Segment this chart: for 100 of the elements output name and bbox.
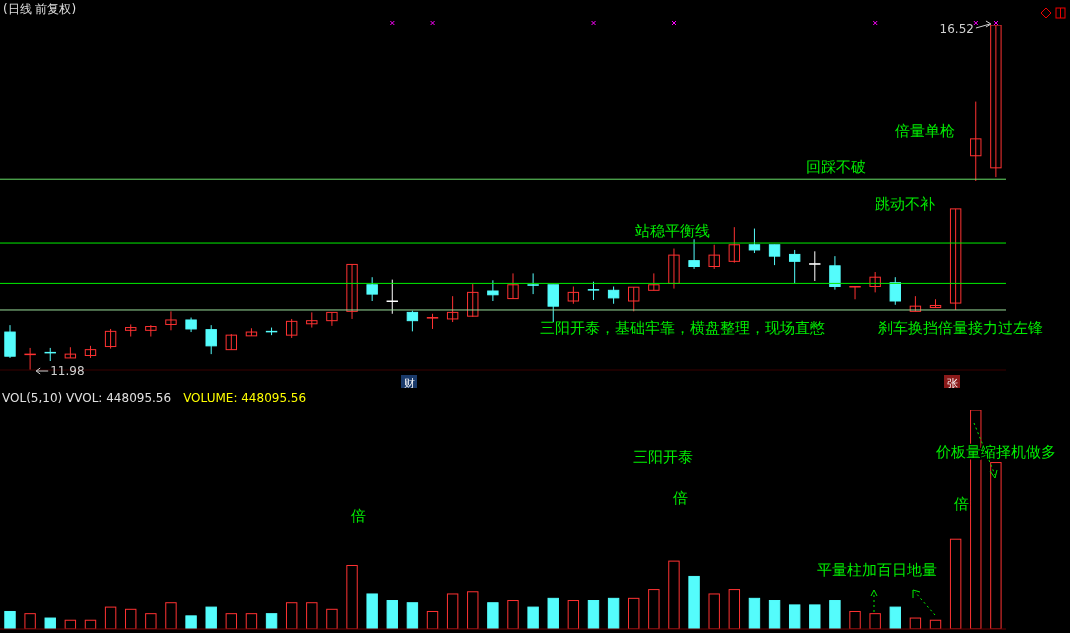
bar (225, 613, 238, 629)
bar (185, 615, 197, 629)
annotation: 16.52 (939, 22, 974, 36)
candlestick (668, 248, 680, 290)
bar (768, 600, 781, 629)
bar (165, 602, 177, 629)
candlestick (748, 228, 761, 254)
bar (829, 600, 841, 629)
text: 财 (403, 377, 415, 390)
bar (346, 564, 358, 629)
annotation: 倍 (350, 507, 366, 525)
candlestick (587, 281, 600, 301)
bar (426, 610, 439, 629)
candlestick (366, 276, 378, 302)
bar (648, 589, 660, 629)
bar (748, 597, 761, 629)
candlestick (527, 272, 539, 295)
candlestick (145, 324, 157, 338)
candlestick (547, 284, 559, 323)
annotation: 跳动不补 (875, 195, 935, 213)
candlestick (889, 276, 901, 306)
text: 张 (946, 377, 958, 390)
annotation: 倍 (672, 489, 688, 507)
candlestick (306, 311, 318, 329)
chart-title: (日线 前复权) (3, 1, 77, 18)
bar (507, 600, 519, 629)
bar (145, 613, 157, 629)
bar (446, 593, 459, 629)
candlestick (165, 310, 177, 331)
bar (406, 602, 419, 629)
candlestick (990, 25, 1002, 178)
bar (607, 597, 620, 629)
candlestick (849, 286, 861, 300)
ref-line-label: 站稳平衡线 (634, 222, 710, 241)
bar (809, 604, 821, 629)
bar (788, 604, 801, 629)
candlestick (869, 271, 881, 293)
bar (708, 593, 720, 629)
annotation: 11.98 (50, 364, 85, 378)
candlestick (970, 101, 982, 182)
candlestick (487, 279, 499, 302)
candlestick (507, 272, 519, 300)
bar (728, 589, 741, 629)
bar (688, 575, 700, 629)
bar (909, 617, 922, 629)
bar (869, 613, 881, 629)
bar (44, 617, 56, 629)
annotation: 三阳开泰，基础牢靠，横盘整理，现场直憋 (539, 319, 825, 337)
annotation: 刹车换挡倍量接力过左锋 (877, 319, 1043, 337)
bar (949, 538, 962, 629)
bar (849, 610, 861, 629)
bar (24, 613, 36, 629)
annotation: 倍 (953, 495, 969, 513)
bar (125, 608, 137, 629)
bar (547, 597, 559, 629)
bar (487, 602, 499, 629)
candlestick (949, 208, 962, 311)
bar (205, 606, 217, 629)
bar (285, 602, 298, 629)
candlestick (708, 244, 720, 270)
bar (4, 610, 16, 629)
bar (628, 597, 640, 629)
bar (366, 593, 378, 629)
bar (326, 608, 338, 629)
bar (104, 606, 117, 629)
candlestick (768, 244, 781, 266)
bar (567, 600, 580, 629)
candlestick (829, 255, 841, 291)
chart-title: VOL(5,10) VVOL: 448095.56 (2, 391, 172, 405)
candlestick (406, 310, 419, 332)
candlestick (728, 226, 741, 264)
bar (467, 591, 479, 629)
candlestick (326, 311, 338, 327)
candlestick (446, 295, 459, 323)
annotation: 三阳开泰 (633, 448, 693, 466)
ref-line-label: 回踩不破 (806, 158, 866, 177)
bar (265, 613, 278, 629)
bar (245, 613, 258, 629)
chart-subtitle: VOLUME: 448095.56 (183, 391, 307, 405)
candlestick (285, 318, 298, 339)
bar (306, 602, 318, 629)
bar (668, 560, 680, 629)
candlestick (346, 263, 358, 320)
candlestick (104, 328, 117, 350)
annotation: 平量柱加百日地量 (817, 561, 937, 579)
candlestick (628, 286, 640, 312)
bar (889, 606, 901, 629)
bar (386, 600, 398, 629)
bar (527, 606, 539, 629)
candlestick (467, 283, 479, 318)
bar (587, 600, 600, 629)
candlestick (688, 238, 700, 270)
candlestick (386, 279, 398, 315)
candlestick (24, 347, 36, 370)
candlestick (125, 323, 137, 338)
bar (990, 462, 1002, 629)
candlestick (205, 324, 217, 355)
candlestick (809, 250, 821, 282)
annotation: 倍量单枪 (895, 122, 955, 140)
candlestick (788, 249, 801, 284)
